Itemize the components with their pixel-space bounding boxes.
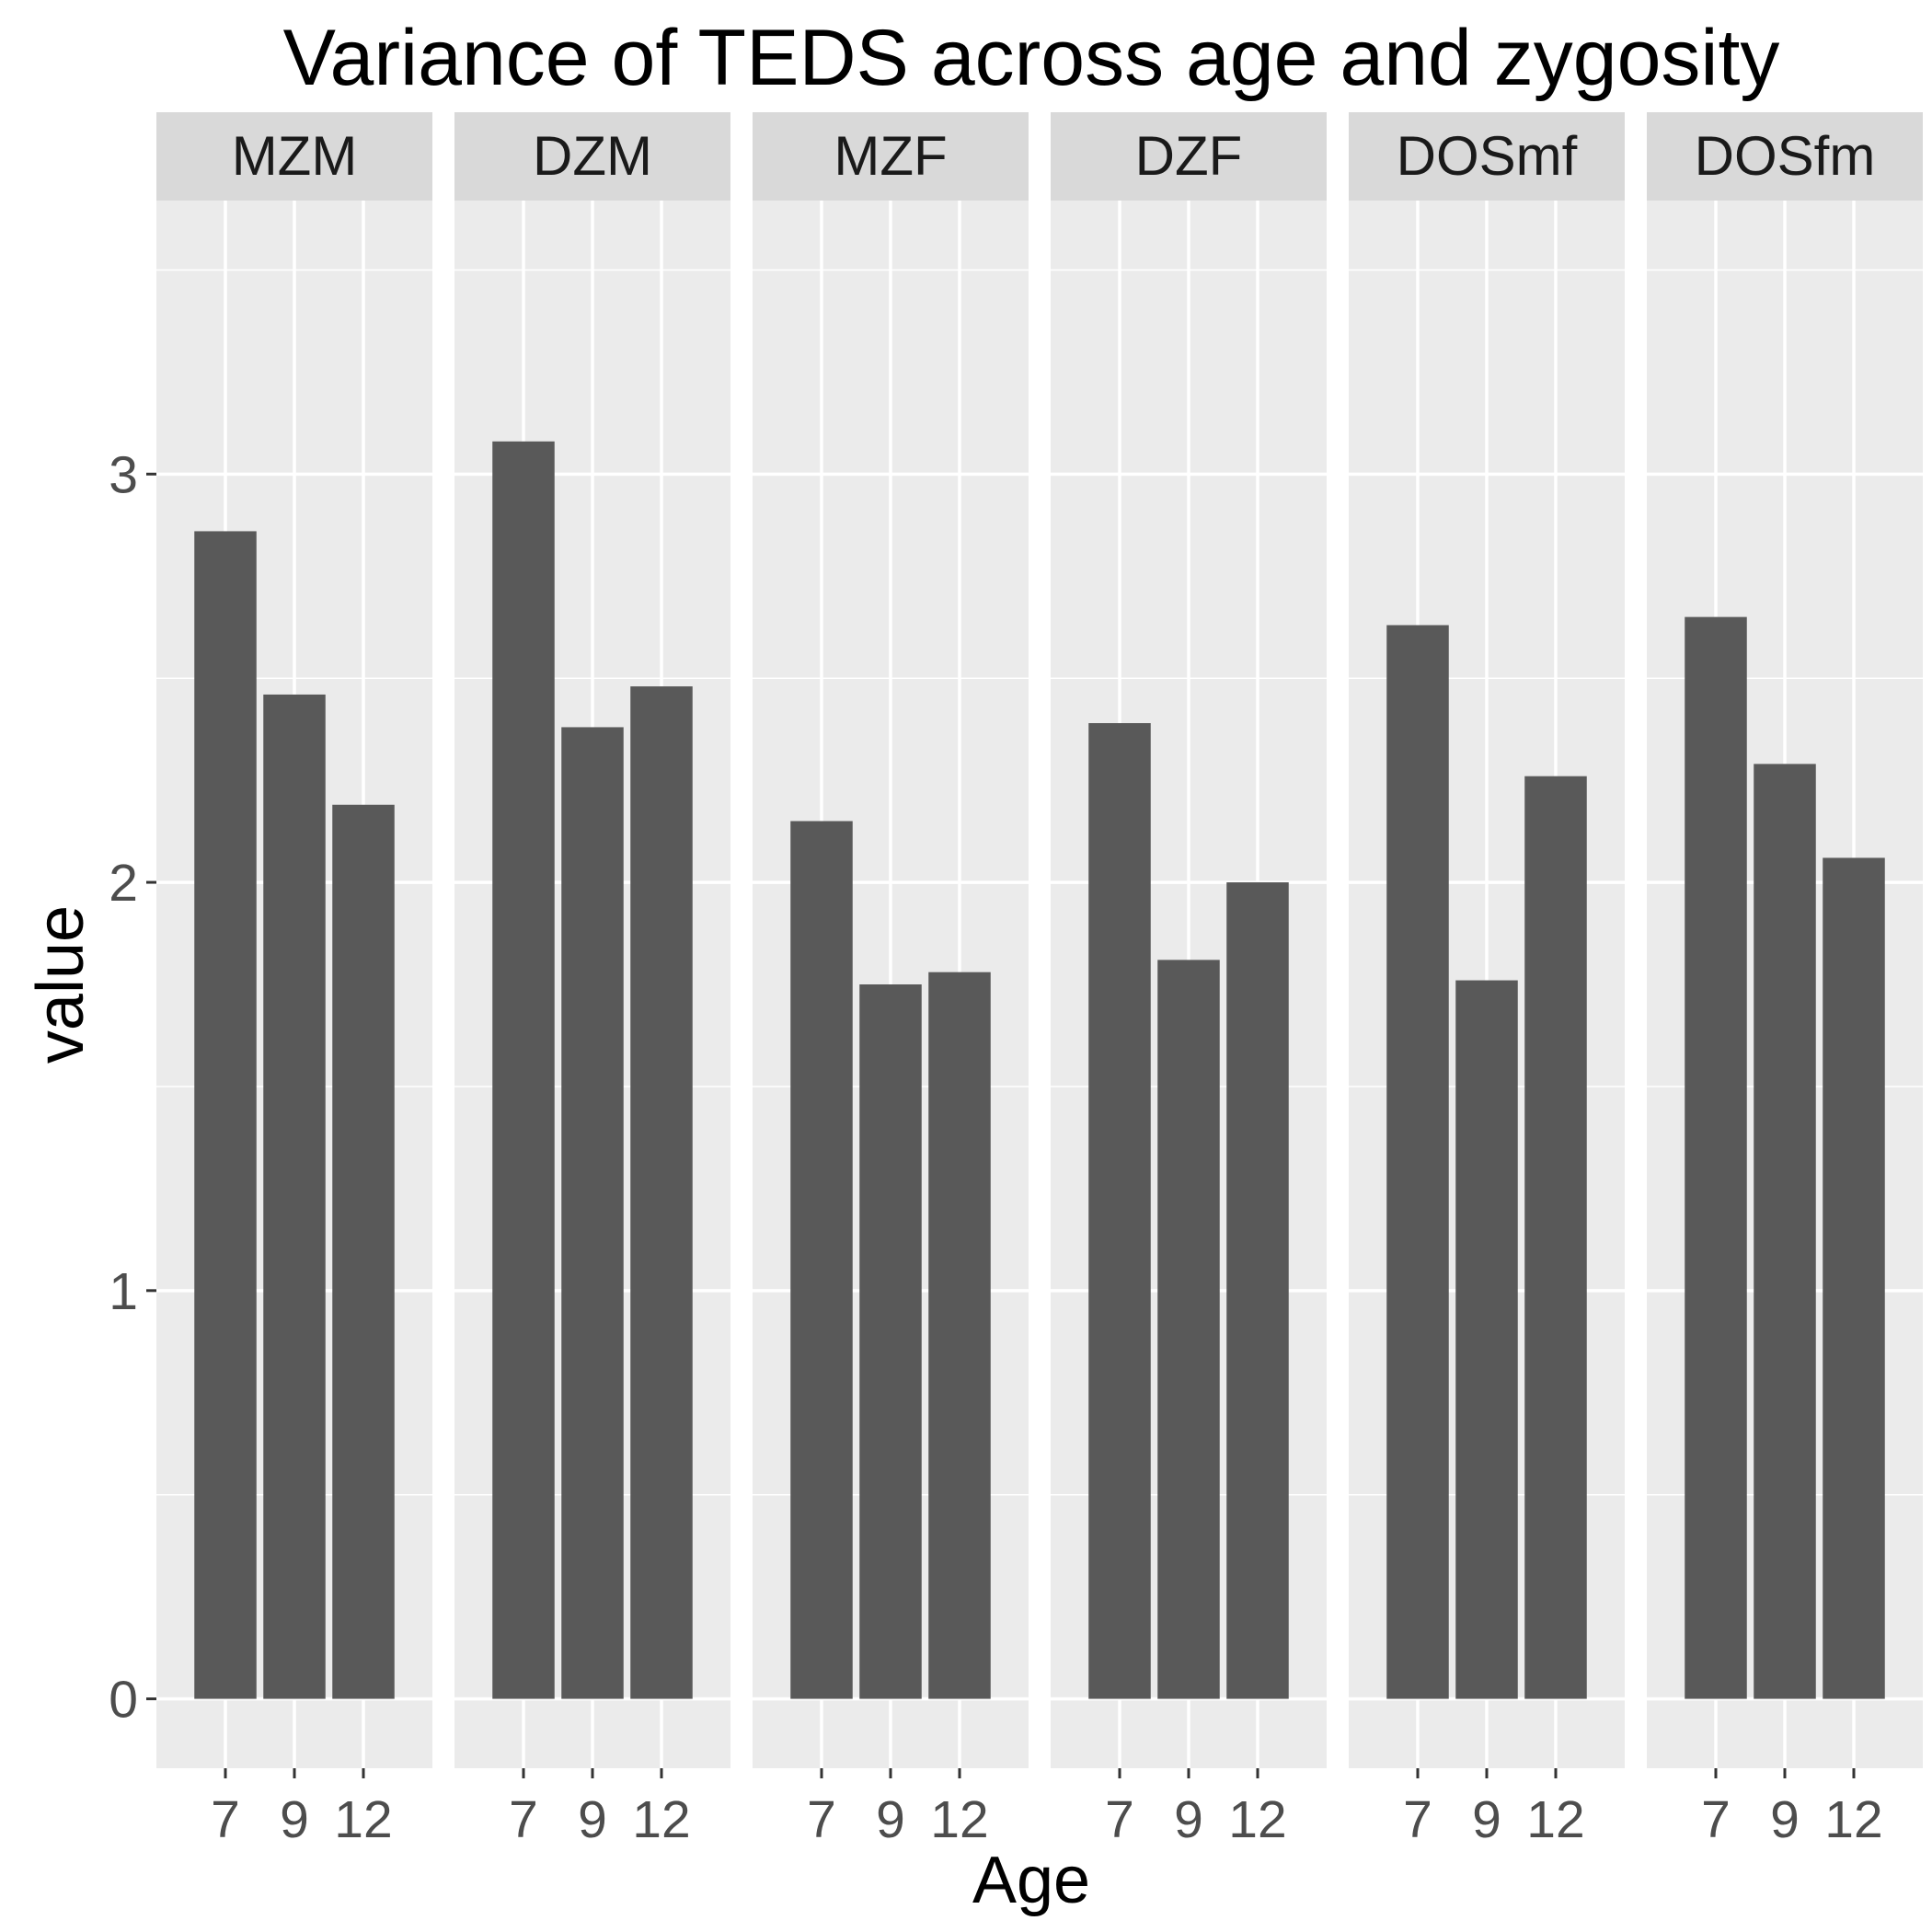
bar-dosmf-age-12 — [1524, 776, 1587, 1699]
chart-title: Variance of TEDS across age and zygosity — [283, 14, 1780, 102]
x-tick-label: 9 — [280, 1790, 309, 1849]
x-tick-label: 12 — [334, 1790, 392, 1849]
y-tick-label: 0 — [109, 1671, 138, 1730]
bar-dzm-age-12 — [630, 686, 693, 1699]
facet-mzf: MZF 7 9 12 — [753, 112, 1029, 1849]
facet-strip — [1647, 112, 1923, 201]
facet-strip — [454, 112, 730, 201]
bar-dzf-age-7 — [1088, 723, 1151, 1699]
x-tick-label: 7 — [1403, 1790, 1432, 1849]
x-tick-label: 7 — [807, 1790, 836, 1849]
x-tick-label: 7 — [211, 1790, 240, 1849]
facet-dzf: DZF 7 9 12 — [1051, 112, 1327, 1849]
facet-dosmf: DOSmf 7 9 12 — [1349, 112, 1625, 1849]
bar-dosmf-age-9 — [1455, 980, 1518, 1699]
bar-dosfm-age-9 — [1754, 764, 1816, 1699]
x-tick-label: 9 — [876, 1790, 905, 1849]
y-axis: 0 1 2 3 — [109, 445, 156, 1730]
facet-dzm: DZM 7 9 12 — [454, 112, 730, 1849]
facet-strip — [753, 112, 1029, 201]
bar-mzf-age-9 — [859, 984, 922, 1699]
x-tick-label: 9 — [1174, 1790, 1203, 1849]
facet-strip — [156, 112, 432, 201]
x-tick-label: 12 — [1824, 1790, 1882, 1849]
facet-strip — [1349, 112, 1625, 201]
bar-dzf-age-9 — [1157, 960, 1220, 1699]
bar-mzm-age-9 — [263, 694, 326, 1699]
x-axis-title: Age — [972, 1844, 1090, 1917]
facet-strip-label: DZF — [1135, 125, 1243, 187]
x-tick-label: 12 — [1526, 1790, 1584, 1849]
facet-strip-label: DOSfm — [1695, 125, 1876, 187]
bar-mzf-age-7 — [790, 821, 853, 1699]
x-tick-label: 9 — [578, 1790, 607, 1849]
facet-strip-label: MZM — [232, 125, 358, 187]
bar-dosfm-age-12 — [1823, 857, 1885, 1699]
y-tick-label: 1 — [109, 1262, 138, 1321]
x-tick-label: 12 — [1228, 1790, 1286, 1849]
x-tick-label: 12 — [632, 1790, 690, 1849]
facet-mzm: MZM 7 9 12 — [156, 112, 432, 1849]
bar-dosfm-age-7 — [1685, 616, 1747, 1699]
y-tick-label: 3 — [109, 445, 138, 504]
x-tick-label: 7 — [509, 1790, 538, 1849]
facet-strip-label: DZM — [533, 125, 652, 187]
bar-dzm-age-9 — [561, 727, 624, 1699]
y-axis-title: value — [24, 905, 98, 1064]
bar-mzm-age-12 — [332, 804, 395, 1699]
x-tick-label: 7 — [1701, 1790, 1731, 1849]
x-tick-label: 7 — [1105, 1790, 1134, 1849]
bar-dzm-age-7 — [492, 441, 555, 1699]
x-tick-label: 9 — [1770, 1790, 1800, 1849]
bar-mzf-age-12 — [928, 972, 991, 1699]
facet-strip — [1051, 112, 1327, 201]
bar-dzf-age-12 — [1226, 882, 1289, 1699]
y-tick-label: 2 — [109, 854, 138, 913]
bar-dosmf-age-7 — [1386, 625, 1449, 1699]
facet-strip-label: DOSmf — [1397, 125, 1578, 187]
facet-dosfm: DOSfm 7 9 12 — [1647, 112, 1923, 1849]
x-tick-label: 12 — [930, 1790, 988, 1849]
bar-mzm-age-7 — [194, 531, 257, 1699]
facet-strip-label: MZF — [834, 125, 947, 187]
x-tick-label: 9 — [1472, 1790, 1501, 1849]
